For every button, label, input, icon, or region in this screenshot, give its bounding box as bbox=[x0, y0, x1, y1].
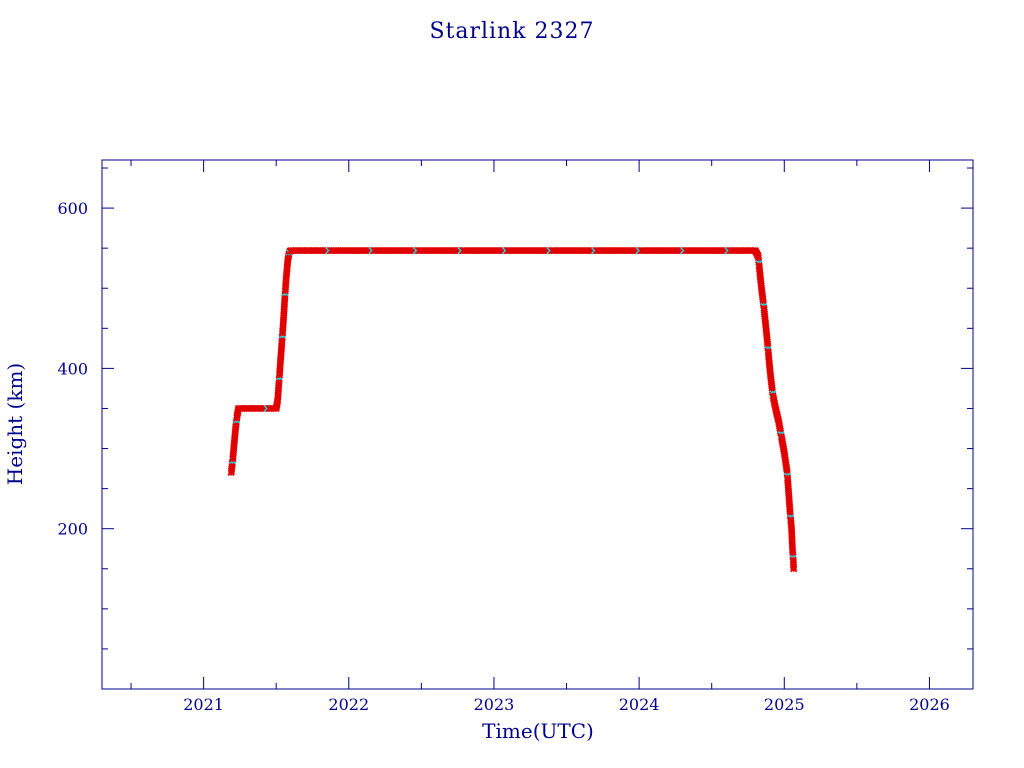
y-tick-label: 400 bbox=[57, 359, 88, 378]
y-tick-labels: 200 400 600 bbox=[57, 199, 88, 539]
x-tick-label: 2021 bbox=[183, 695, 224, 714]
series-layer bbox=[227, 247, 798, 573]
x-tick-label: 2025 bbox=[764, 695, 805, 714]
data-point bbox=[790, 565, 798, 573]
x-tick-label: 2024 bbox=[619, 695, 660, 714]
chart-title: Starlink 2327 bbox=[429, 19, 594, 44]
x-axis-label: Time(UTC) bbox=[482, 719, 594, 743]
x-tick-label: 2023 bbox=[474, 695, 515, 714]
y-tick-label: 200 bbox=[57, 520, 88, 539]
y-tick-label: 600 bbox=[57, 199, 88, 218]
x-tick-labels: 2021 2022 2023 2024 2025 2026 bbox=[183, 695, 950, 714]
x-tick-label: 2026 bbox=[909, 695, 950, 714]
plot-frame bbox=[101, 159, 974, 690]
axis-ticks bbox=[102, 160, 973, 689]
x-tick-label: 2022 bbox=[328, 695, 369, 714]
y-axis-label: Height (km) bbox=[3, 363, 27, 485]
series-line bbox=[230, 250, 795, 569]
